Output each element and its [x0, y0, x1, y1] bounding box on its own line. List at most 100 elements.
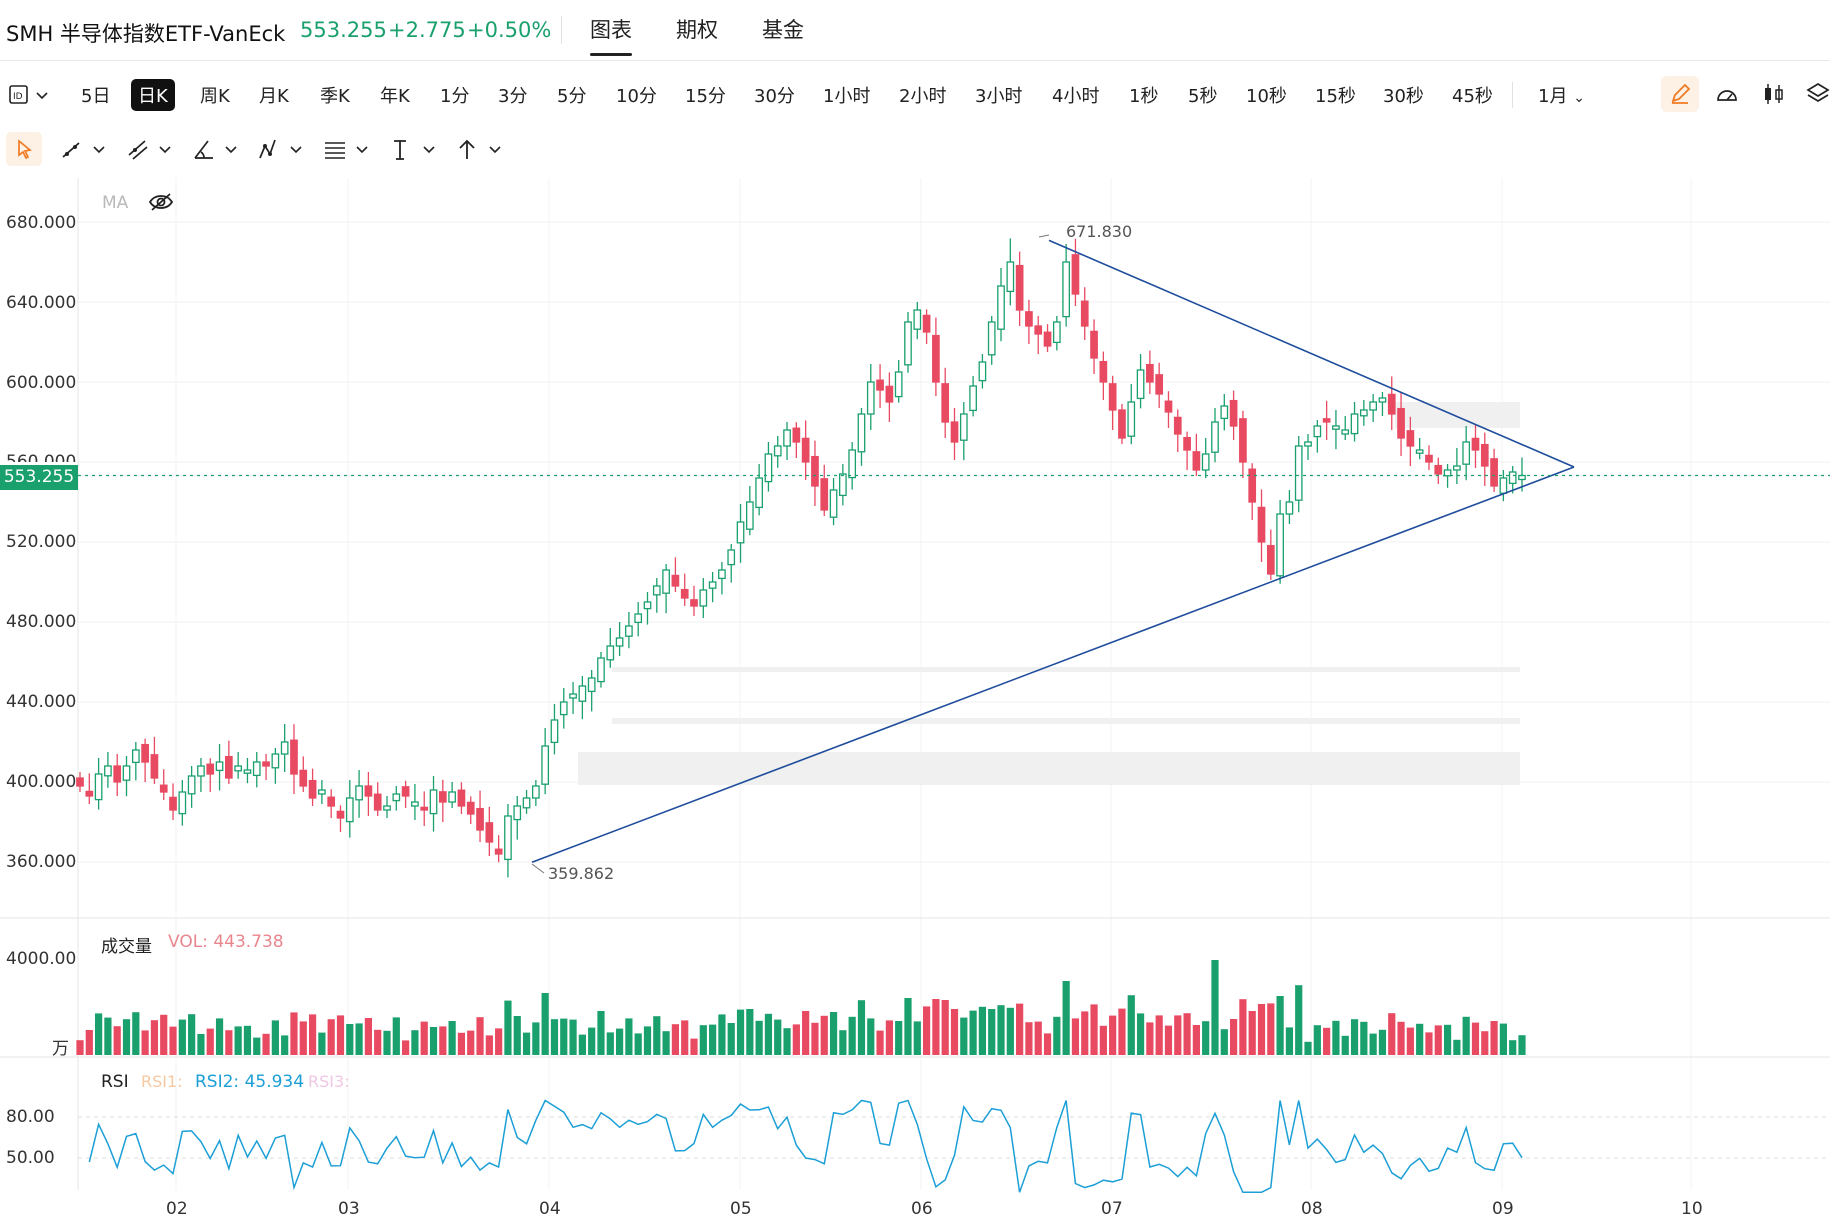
candle-body	[1415, 449, 1424, 454]
tab-options[interactable]: 期权	[676, 18, 718, 42]
pattern-tool-icon[interactable]	[257, 138, 305, 162]
period-5s[interactable]: 5秒	[1188, 86, 1218, 107]
volume-value: VOL: 443.738	[168, 932, 284, 952]
candle-body	[392, 793, 401, 802]
volume-profile-band	[578, 752, 1520, 785]
volume-bar	[1285, 1027, 1294, 1055]
volume-bar	[1016, 1003, 1024, 1055]
period-month[interactable]: 月K	[259, 86, 289, 107]
candle-body	[197, 765, 205, 777]
candle-body	[1239, 418, 1247, 463]
cursor-tool-button[interactable]	[6, 132, 42, 166]
tab-fund[interactable]: 基金	[762, 18, 804, 42]
period-45s[interactable]: 45秒	[1452, 86, 1493, 107]
candle-body	[1359, 409, 1368, 417]
volume-bar	[857, 1000, 866, 1055]
volume-bar	[969, 1010, 977, 1055]
candle-body	[615, 637, 624, 647]
volume-bar	[774, 1019, 782, 1055]
candle-body	[131, 749, 140, 764]
volume-bar	[1471, 1022, 1480, 1055]
volume-bar	[1453, 1039, 1461, 1055]
period-3m[interactable]: 3分	[498, 86, 528, 107]
period-4h[interactable]: 4小时	[1052, 86, 1100, 107]
candle-body	[1248, 468, 1257, 503]
period-quarter[interactable]: 季K	[320, 86, 350, 107]
period-1m[interactable]: 1分	[440, 86, 470, 107]
candle-body	[1462, 441, 1471, 465]
period-year[interactable]: 年K	[380, 86, 410, 107]
period-3h[interactable]: 3小时	[975, 86, 1023, 107]
draw-toggle-button[interactable]	[1661, 76, 1699, 112]
volume-bar	[569, 1019, 577, 1055]
fibonacci-tool-icon[interactable]	[323, 138, 371, 162]
period-day[interactable]: 日K	[131, 79, 175, 111]
y-tick: 640.000	[6, 293, 77, 313]
volume-bar	[1220, 1029, 1228, 1055]
high-annotation: 671.830	[1066, 222, 1133, 241]
volume-bar	[95, 1013, 103, 1055]
candle-body	[1378, 397, 1387, 403]
tab-chart[interactable]: 图表	[590, 14, 632, 56]
arrow-tool-icon[interactable]	[456, 138, 504, 162]
period-2h[interactable]: 2小时	[899, 86, 947, 107]
gauge-icon[interactable]	[1714, 82, 1740, 106]
eye-off-icon[interactable]	[148, 191, 174, 213]
candle-body	[652, 585, 661, 596]
x-tick: 03	[338, 1199, 360, 1219]
period-1s[interactable]: 1秒	[1129, 86, 1159, 107]
x-tick: 06	[911, 1199, 933, 1219]
volume-bar	[160, 1014, 168, 1055]
volume-bar	[150, 1020, 159, 1055]
candle-body	[429, 789, 438, 815]
layers-icon[interactable]	[1806, 81, 1830, 107]
volume-bar	[736, 1009, 745, 1055]
volume-bar	[867, 1018, 875, 1055]
candle-body	[94, 773, 103, 801]
candle-body	[1434, 464, 1443, 475]
chevron-down-icon: ⌄	[1573, 90, 1585, 106]
volume-bar	[457, 1032, 466, 1055]
candle-body	[457, 789, 466, 807]
candle-body	[1471, 437, 1480, 451]
candle-body	[532, 785, 540, 799]
trendline-tool-icon[interactable]	[60, 138, 108, 162]
volume-bar	[597, 1011, 605, 1055]
period-15s[interactable]: 15秒	[1315, 86, 1356, 107]
volume-bar	[281, 1035, 289, 1055]
volume-bar	[1136, 1013, 1145, 1055]
period-30m[interactable]: 30分	[754, 86, 795, 107]
candle-body	[792, 427, 801, 443]
period-10m[interactable]: 10分	[616, 86, 657, 107]
candle-body	[587, 677, 596, 693]
volume-profile-band	[612, 718, 1520, 724]
period-5m[interactable]: 5分	[557, 86, 587, 107]
candle-body	[1127, 401, 1136, 437]
period-15m[interactable]: 15分	[685, 86, 726, 107]
range-select[interactable]: 1月 ⌄	[1538, 82, 1585, 108]
angle-tool-icon[interactable]	[192, 138, 240, 162]
price-chart[interactable]	[0, 176, 1830, 1219]
candle-body	[606, 645, 615, 661]
period-10s[interactable]: 10秒	[1246, 86, 1287, 107]
candle-body	[745, 501, 754, 530]
volume-bar	[904, 998, 912, 1055]
candle-body	[215, 761, 224, 772]
candle-body	[159, 784, 168, 793]
candle-body	[969, 385, 977, 412]
period-5d[interactable]: 5日	[81, 86, 111, 107]
candle-body	[438, 791, 447, 803]
chart-type-icon[interactable]: ID	[8, 83, 50, 107]
period-1h[interactable]: 1小时	[823, 86, 871, 107]
candlestick-icon[interactable]	[1761, 81, 1787, 107]
volume-profile-band	[612, 667, 1520, 672]
candle-body	[1071, 254, 1080, 295]
text-tool-icon[interactable]	[390, 138, 438, 162]
period-week[interactable]: 周K	[200, 86, 230, 107]
volume-bar	[1518, 1035, 1526, 1055]
candle-body	[504, 815, 512, 861]
channel-tool-icon[interactable]	[126, 138, 174, 162]
period-30s[interactable]: 30秒	[1383, 86, 1424, 107]
volume-bar	[588, 1027, 596, 1055]
volume-bar	[792, 1024, 800, 1055]
